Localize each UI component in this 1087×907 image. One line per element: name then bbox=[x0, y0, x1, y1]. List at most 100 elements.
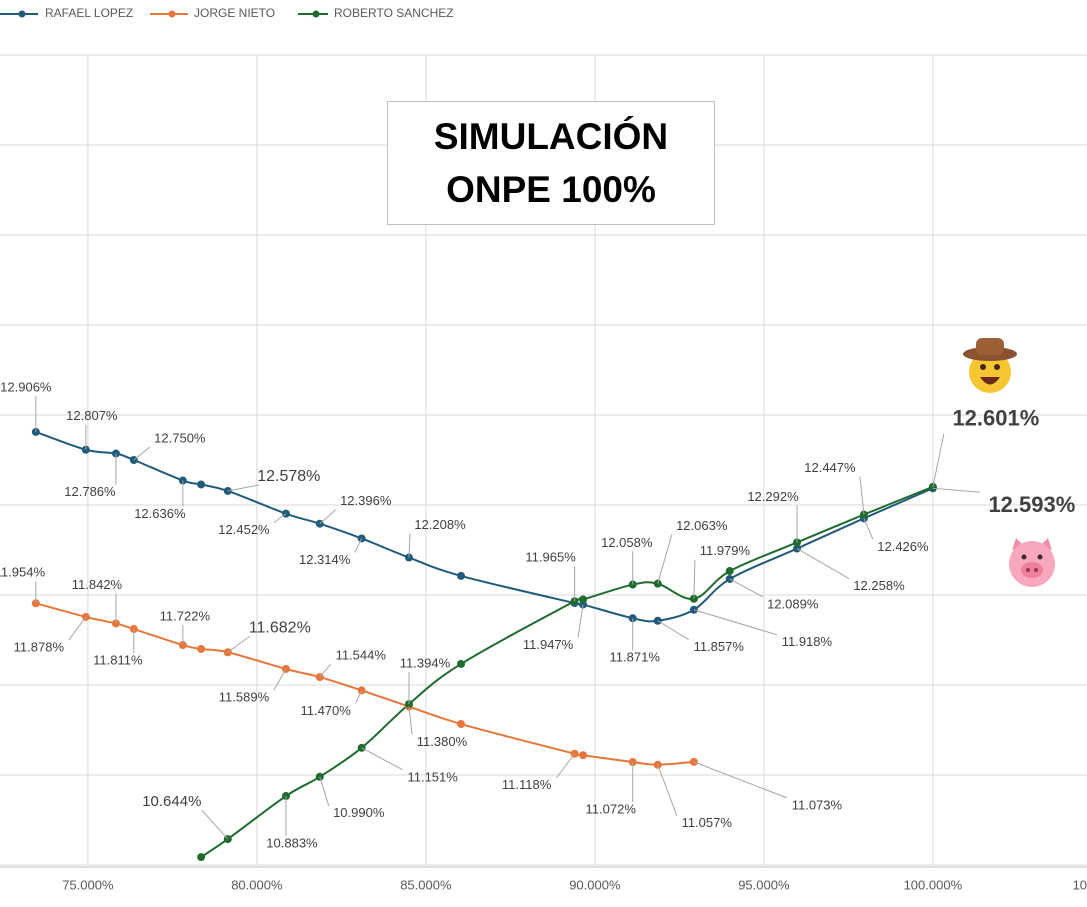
leader-line bbox=[319, 509, 337, 525]
data-label: 12.786% bbox=[64, 484, 116, 499]
data-label: 12.208% bbox=[414, 517, 466, 532]
data-label: 12.089% bbox=[767, 596, 819, 611]
data-label: 11.072% bbox=[586, 801, 637, 816]
data-label: 12.258% bbox=[853, 578, 905, 593]
leader-line bbox=[201, 809, 229, 840]
leader-line bbox=[273, 668, 287, 691]
data-label: 11.589% bbox=[219, 689, 270, 704]
point bbox=[457, 571, 466, 580]
eye bbox=[980, 364, 986, 370]
data-labels: 12.906% 12.807% 12.786% 12.750% 12.636% 12.57… bbox=[0, 379, 1075, 850]
pig-icon bbox=[1009, 538, 1055, 587]
leader-line bbox=[408, 706, 413, 735]
mouth bbox=[980, 377, 1000, 385]
data-label: 11.842% bbox=[72, 577, 123, 592]
point bbox=[579, 595, 588, 604]
leader-line bbox=[657, 534, 673, 584]
data-label: 11.871% bbox=[610, 650, 661, 665]
x-tick-label: 105.000% bbox=[1073, 877, 1087, 892]
series-line bbox=[35, 430, 934, 623]
leader-line bbox=[729, 578, 763, 598]
data-label: 10.644% bbox=[142, 793, 201, 810]
data-label: 11.470% bbox=[300, 703, 351, 718]
data-label: 11.073% bbox=[792, 797, 843, 812]
legend-marker bbox=[312, 10, 320, 18]
leader-line bbox=[863, 518, 874, 540]
leader-line bbox=[355, 690, 363, 704]
eye bbox=[994, 364, 1000, 370]
x-tick-label: 85.000% bbox=[400, 877, 452, 892]
data-label: 12.452% bbox=[218, 522, 270, 537]
eye bbox=[1021, 554, 1027, 560]
data-label: 12.058% bbox=[601, 535, 653, 550]
data-label: 11.722% bbox=[160, 608, 211, 623]
point bbox=[197, 480, 206, 489]
data-label: 11.979% bbox=[700, 543, 751, 558]
x-tick-label: 80.000% bbox=[231, 877, 283, 892]
data-label: 12.396% bbox=[340, 493, 392, 508]
data-label: 11.918% bbox=[782, 634, 833, 649]
data-label: 11.682% bbox=[249, 619, 311, 636]
legend-marker bbox=[168, 10, 176, 18]
data-label: 11.151% bbox=[407, 769, 458, 784]
data-label: 11.118% bbox=[502, 777, 552, 792]
data-label: 12.426% bbox=[877, 539, 929, 554]
x-tick-label: 100.000% bbox=[904, 877, 963, 892]
point bbox=[457, 659, 466, 668]
data-label: 11.965% bbox=[525, 550, 576, 565]
data-label: 12.636% bbox=[134, 506, 186, 521]
point bbox=[579, 751, 588, 760]
leader-line bbox=[577, 604, 584, 638]
data-label: 10.883% bbox=[266, 835, 318, 850]
leader-line bbox=[273, 513, 287, 524]
data-label: 12.750% bbox=[154, 430, 206, 445]
data-label: 12.807% bbox=[66, 408, 118, 423]
legend-marker bbox=[18, 10, 26, 18]
leader-line bbox=[657, 620, 690, 641]
cowboy-icon bbox=[963, 338, 1017, 393]
data-label: 12.314% bbox=[299, 552, 351, 567]
data-label: 12.063% bbox=[676, 518, 728, 533]
leader-line bbox=[693, 559, 696, 599]
chart-title: SIMULACIÓN ONPE 100% bbox=[433, 116, 669, 210]
leader-line bbox=[227, 484, 259, 492]
leader-line bbox=[319, 776, 330, 806]
legend-label: RAFAEL LOPEZ bbox=[45, 6, 133, 20]
nostril bbox=[1034, 568, 1038, 572]
legend-label: ROBERTO SANCHEZ bbox=[334, 6, 454, 20]
data-label: 11.947% bbox=[523, 637, 574, 652]
leader-line bbox=[68, 616, 87, 641]
legend-label: JORGE NIETO bbox=[194, 6, 275, 20]
leader-line bbox=[693, 609, 778, 636]
data-label: 11.878% bbox=[14, 639, 65, 654]
data-label: 11.544% bbox=[336, 648, 387, 663]
nostril bbox=[1026, 568, 1030, 572]
snout bbox=[1021, 562, 1043, 578]
point bbox=[197, 853, 206, 862]
x-tick-label: 95.000% bbox=[738, 877, 790, 892]
point bbox=[725, 567, 734, 576]
data-label: 12.292% bbox=[747, 489, 799, 504]
data-label: 12.593% bbox=[988, 492, 1075, 517]
leader-line bbox=[227, 635, 251, 653]
data-label: 10.990% bbox=[333, 805, 385, 820]
data-label: 11.394% bbox=[400, 656, 451, 671]
point bbox=[457, 720, 466, 729]
leader-line bbox=[859, 476, 865, 515]
leader-line bbox=[693, 761, 788, 799]
title-box: SIMULACIÓN ONPE 100% bbox=[387, 101, 715, 225]
data-label: 11.857% bbox=[694, 639, 745, 654]
leader-line bbox=[932, 487, 980, 493]
leader-line bbox=[354, 538, 363, 553]
data-label: 11.380% bbox=[417, 734, 468, 749]
data-label: 11.057% bbox=[682, 815, 733, 830]
data-label: 12.906% bbox=[0, 379, 52, 394]
leader-line bbox=[556, 753, 575, 779]
data-label: 11.954% bbox=[0, 565, 45, 580]
leader-line bbox=[932, 433, 945, 487]
face bbox=[969, 351, 1011, 393]
leader-line bbox=[796, 548, 850, 579]
x-tick-label: 90.000% bbox=[569, 877, 621, 892]
